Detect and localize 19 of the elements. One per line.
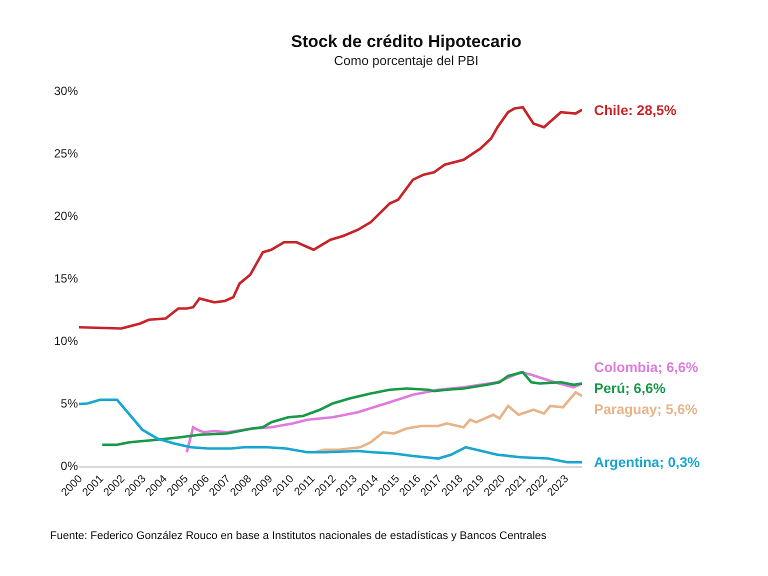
y-tick-label: 0% [60, 459, 78, 474]
y-tick-label: 10% [54, 334, 78, 348]
series-label: Colombia; 6,6% [594, 359, 699, 375]
chart-subtitle: Como porcentaje del PBI [334, 53, 479, 68]
series-label: Paraguay; 5,6% [594, 401, 698, 417]
chart-title: Stock de crédito Hipotecario [291, 32, 522, 51]
line-series [100, 370, 582, 446]
y-tick-label: 15% [54, 272, 78, 286]
line-series [312, 390, 582, 454]
y-tick-label: 5% [60, 396, 78, 411]
y-tick-label: 25% [54, 146, 78, 161]
series-label: Perú; 6,6% [594, 380, 666, 396]
y-tick-label: 20% [54, 209, 78, 224]
series-label: Chile: 28,5% [594, 102, 678, 118]
line-series [79, 398, 582, 464]
series-label: Argentina; 0,3% [594, 454, 700, 470]
source-note: Fuente: Federico González Rouco en base a Institutos nacionales de estadísticas y Bancos Centrales [50, 530, 548, 542]
y-tick-label: 30% [54, 84, 78, 98]
line-series [79, 106, 582, 330]
